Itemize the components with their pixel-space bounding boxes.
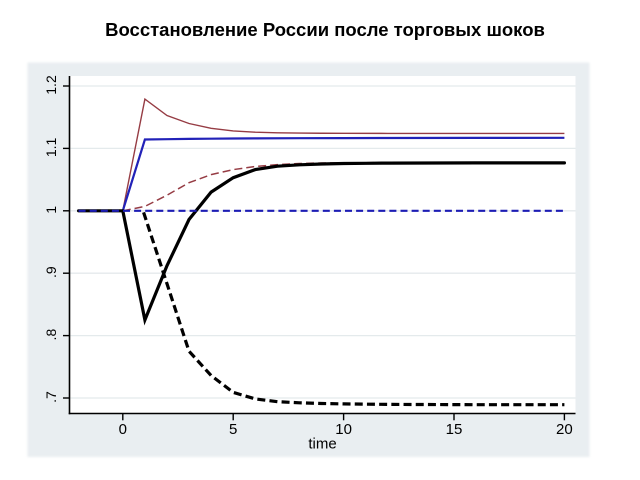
svg-text:10: 10 bbox=[335, 421, 352, 438]
svg-text:1.1: 1.1 bbox=[43, 137, 59, 157]
svg-text:time: time bbox=[308, 436, 336, 453]
svg-text:.9: .9 bbox=[43, 266, 59, 278]
svg-text:.8: .8 bbox=[43, 329, 59, 341]
svg-text:5: 5 bbox=[229, 421, 237, 438]
svg-text:20: 20 bbox=[556, 421, 573, 438]
svg-text:1.2: 1.2 bbox=[43, 75, 59, 95]
svg-text:0: 0 bbox=[119, 421, 127, 438]
svg-text:Восстановление России после то: Восстановление России после торговых шок… bbox=[105, 19, 545, 40]
svg-text:.7: .7 bbox=[43, 391, 59, 403]
svg-text:15: 15 bbox=[446, 421, 463, 438]
svg-text:1: 1 bbox=[43, 206, 59, 214]
